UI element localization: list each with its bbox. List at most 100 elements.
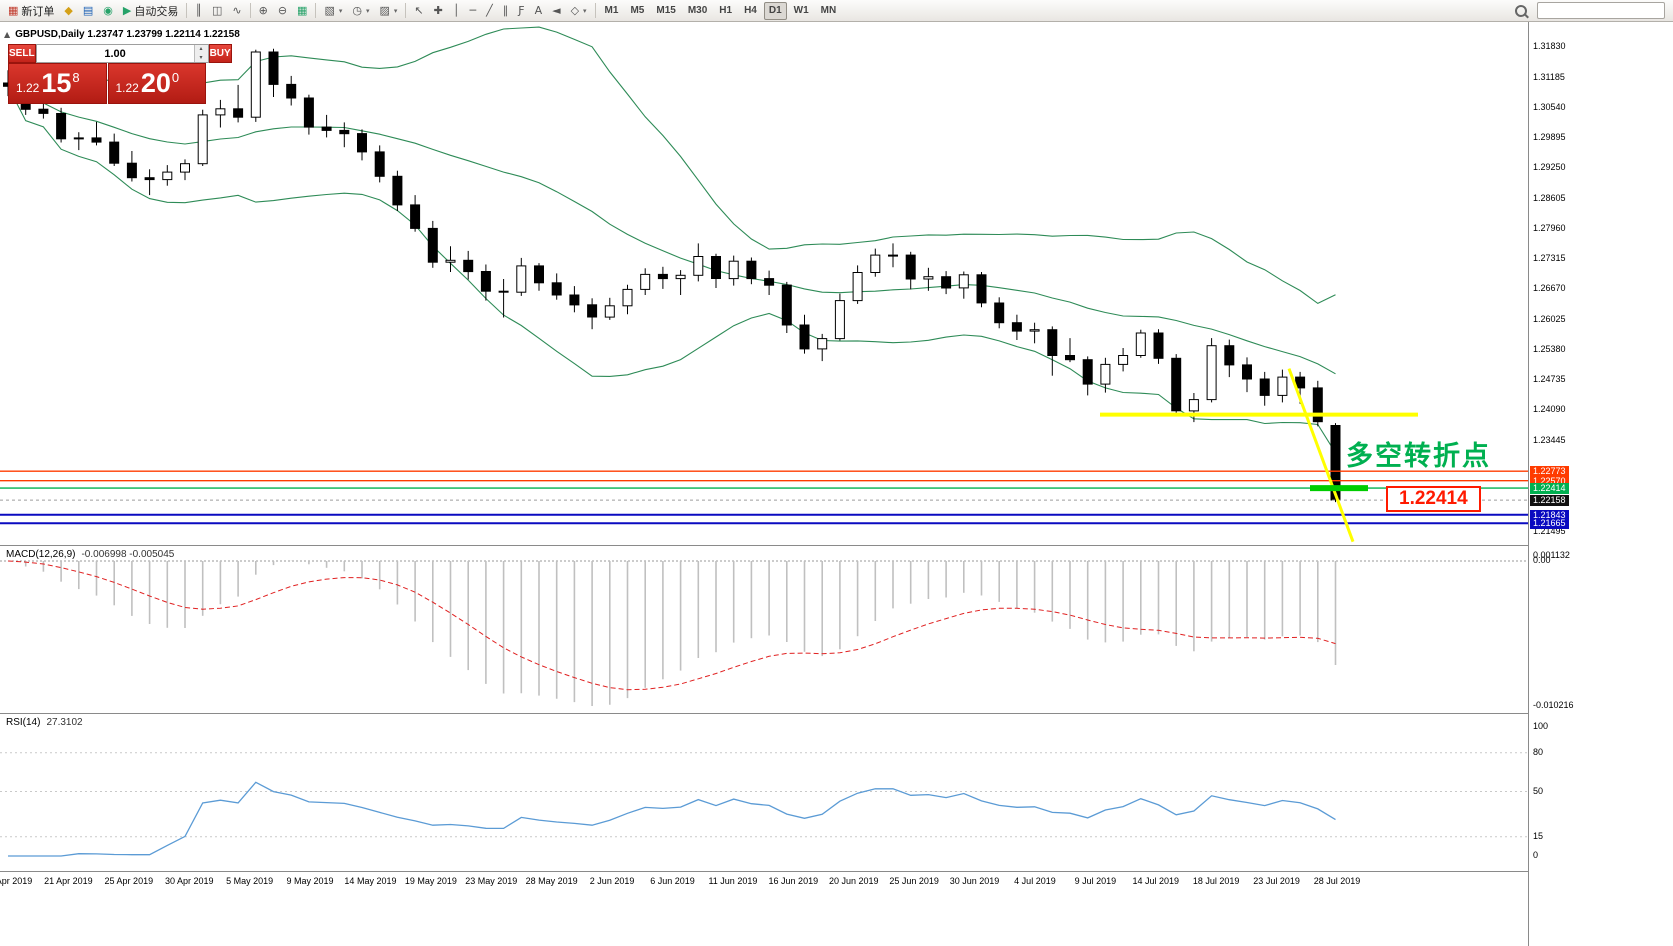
level-chip-red-2: 1.22570 [1530,475,1569,487]
toolbar-search-input[interactable] [1537,2,1665,19]
timeframe-d1[interactable]: D1 [763,1,787,20]
zoom-in-button[interactable]: ⊕ [254,1,273,21]
date-label: 16 Jun 2019 [768,876,819,886]
sell-price-prefix: 1.22 [16,81,40,95]
search-button[interactable] [1510,1,1532,21]
level-chip-red-1: 1.22773 [1530,466,1569,478]
timeframe-m15[interactable]: M15 [656,5,676,16]
text-button[interactable]: A [530,1,548,21]
new-order-icon: ▦ [8,4,19,17]
horizontal-line-icon: ─ [469,4,477,17]
tile-windows-button[interactable]: ▦ [292,1,312,21]
toolbar: ▦ 新订单 ◆ ▤ ◉ ▶ 自动交易 ║ ◫ ∿ ⊕ ⊖ ▦ ▧ ▾ ◷ ▾ ▨ ▾ ↖ ✚ │ ─ ╱ ∥ Ƒ A ◄ ◇ ▾ M1 M5… [0,0,1673,22]
collapse-icon[interactable]: ▲ [4,30,11,39]
price-axis-label: 1.25380 [1533,343,1566,354]
macd-panel[interactable]: MACD(12,26,9) -0.006998 -0.005045 [0,545,1528,713]
cursor-button[interactable]: ↖ [409,1,428,21]
timeframe-m1[interactable]: M1 [604,5,619,16]
zoom-out-button[interactable]: ⊖ [273,1,292,21]
lot-size-field: ▴ ▾ [35,44,209,63]
search-icon [1515,4,1527,17]
channel-button[interactable]: ∥ [498,1,514,21]
shapes-button[interactable]: ◇ ▾ [566,1,592,21]
time-axis[interactable]: 15 Apr 2019 21 Apr 2019 25 Apr 2019 30 Apr … [0,871,1528,892]
current-price-chip: 1.22158 [1530,495,1569,507]
rsi-line [8,781,1336,857]
macd-signal-line [7,560,1336,691]
chart-profile-icon: ◆ [64,4,73,17]
timeframe-m30[interactable]: M30 [687,5,708,16]
lot-stepper: ▴ ▾ [193,45,208,62]
main-chart-panel[interactable]: ▲ GBPUSD,Daily 1.23747 1.23799 1.22114 1… [0,22,1528,545]
price-callout: 1.22414 [1386,486,1481,512]
buy-price-button[interactable]: 1.22 20 0 [107,63,206,104]
label-button[interactable]: ◄ [547,1,565,21]
template-button[interactable]: ▨ ▾ [375,1,403,21]
date-label: 4 Jul 2019 [1014,876,1056,886]
price-axis-label: 1.23445 [1533,434,1566,445]
line-chart-button[interactable]: ∿ [227,1,246,21]
autotrading-button[interactable]: ▶ 自动交易 [118,1,183,21]
crosshair-button[interactable]: ✚ [429,1,448,21]
trendline-button[interactable]: ╱ [481,1,498,21]
chart-profile-button[interactable]: ◆ [59,1,77,21]
lot-size-input[interactable] [36,45,194,62]
fibonacci-icon: Ƒ [518,4,525,17]
buy-price-big: 20 [140,68,171,98]
date-label: 14 Jul 2019 [1132,876,1180,886]
timeframe-m5[interactable]: M5 [630,5,645,16]
data-window-button[interactable]: ◉ [98,1,118,21]
date-label: 25 Jun 2019 [889,876,939,886]
toolbar-separator [594,3,596,18]
crosshair-icon: ✚ [433,4,443,17]
fibonacci-button[interactable]: Ƒ [513,1,529,21]
price-axis-label: 1.31830 [1533,41,1566,52]
lot-decrease-button[interactable]: ▾ [194,53,208,62]
date-label: 14 May 2019 [344,876,397,886]
level-chip-blue-2: 1.21665 [1530,518,1569,530]
bar-chart-button[interactable]: ║ [190,1,207,21]
bar-chart-icon: ║ [195,4,202,17]
price-axis-label: 1.21495 [1533,526,1566,537]
tile-windows-icon: ▦ [297,4,308,17]
new-chart-icon: ▧ [324,4,335,17]
label-icon: ◄ [552,4,561,17]
caret-down-icon: ▾ [583,6,587,15]
template-icon: ▨ [379,4,390,17]
candlestick-chart-icon: ◫ [211,4,223,17]
date-label: 2 Jun 2019 [589,876,635,886]
date-label: 20 Jun 2019 [828,876,879,886]
zoom-out-icon: ⊖ [277,4,288,17]
period-button[interactable]: ◷ ▾ [347,1,374,21]
sell-button[interactable]: SELL [8,44,36,63]
timeframe-h4[interactable]: H4 [744,5,757,16]
price-axis-label: 1.30540 [1533,101,1566,112]
date-label: 28 Jul 2019 [1313,876,1361,886]
timeframe-mn[interactable]: MN [820,5,837,16]
new-chart-button[interactable]: ▧ ▾ [319,1,347,21]
horizontal-line-button[interactable]: ─ [464,1,481,21]
candlestick-series [3,48,1341,503]
market-watch-button[interactable]: ▤ [78,1,98,21]
price-chart[interactable] [0,22,1528,545]
timeframe-h1[interactable]: H1 [719,5,733,16]
candlestick-chart-button[interactable]: ◫ [207,1,227,21]
new-order-button[interactable]: ▦ 新订单 [3,1,59,21]
timeframe-w1[interactable]: W1 [793,5,809,16]
macd-axis-label: -0.010216 [1533,700,1574,710]
price-axis[interactable]: 1.31830 1.31185 1.30540 1.29895 1.29250 1.286… [1528,22,1673,946]
lot-increase-button[interactable]: ▴ [194,45,208,54]
market-watch-icon: ▤ [82,4,94,17]
descending-trendline[interactable] [1287,368,1355,543]
date-label: 25 Apr 2019 [104,876,154,886]
sell-price-button[interactable]: 1.22 15 8 [8,63,107,104]
macd-axis-label: 0.001132 [1533,550,1570,560]
macd-axis-label: 0.00 [1533,555,1551,565]
buy-button[interactable]: BUY [208,44,232,63]
sell-price-big: 15 [41,68,72,98]
rsi-panel[interactable]: RSI(14) 27.3102 [0,713,1528,871]
bollinger-lower-band [7,86,1336,454]
date-label: 9 Jul 2019 [1074,876,1117,886]
autotrading-button-label: 自动交易 [134,5,179,18]
vertical-line-button[interactable]: │ [448,1,465,21]
